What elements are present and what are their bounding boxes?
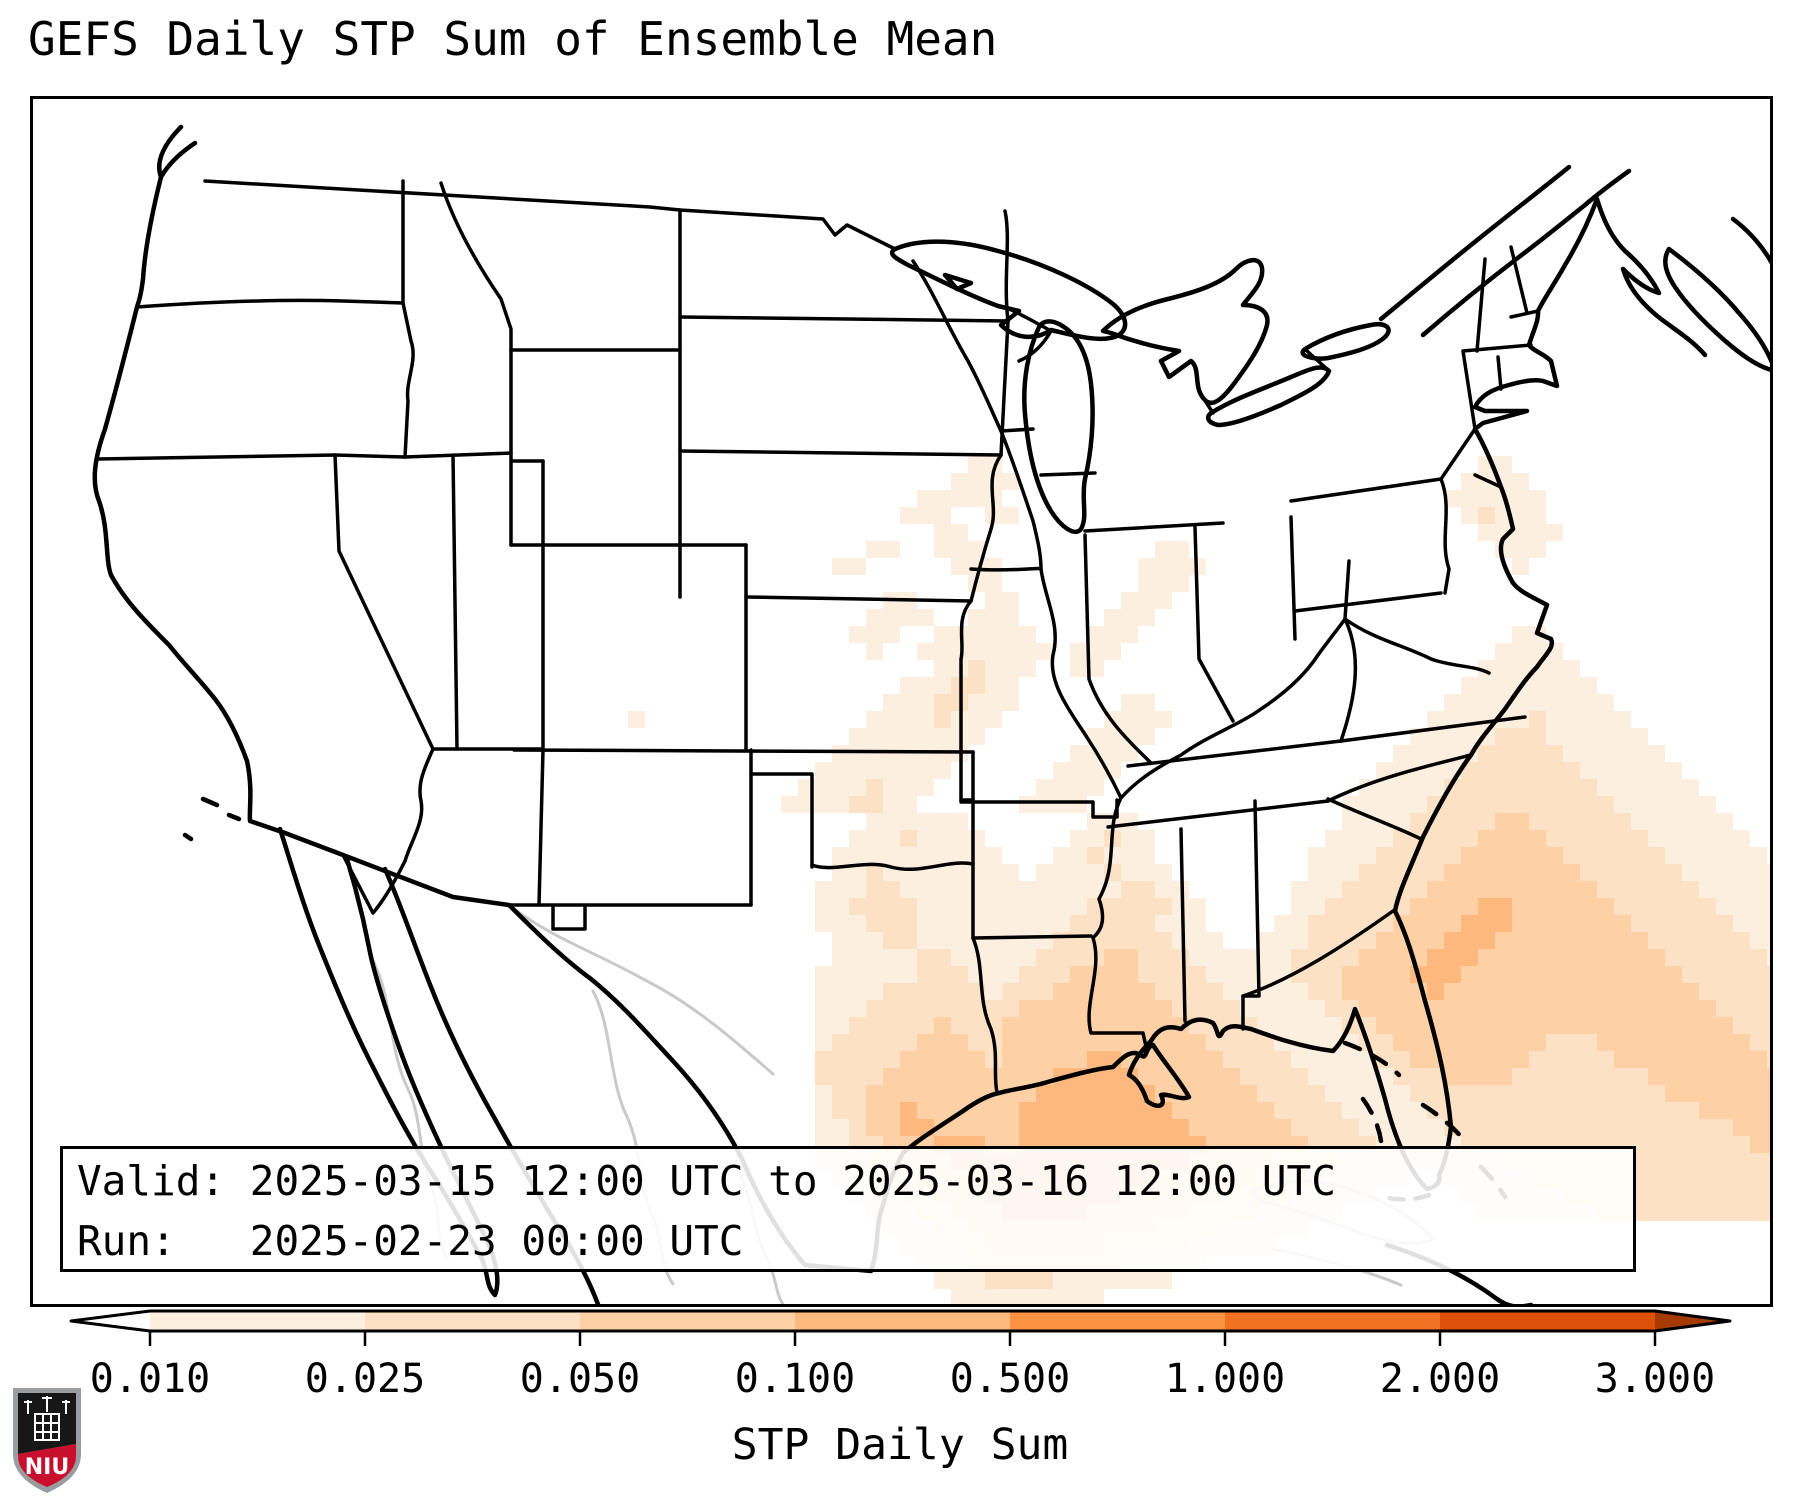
niu-castle-icon: [24, 1396, 70, 1441]
colorbar-ticks: [148, 1331, 1657, 1346]
colorbar-tick-label: 2.000: [1380, 1356, 1500, 1402]
colorbar-tick-label: 1.000: [1165, 1356, 1285, 1402]
valid-run-info-box: Valid: 2025-03-15 12:00 UTC to 2025-03-1…: [60, 1146, 1636, 1272]
colorbar: 0.010 0.025 0.050 0.100 0.500 1.000 2.000 3.000: [69, 1309, 1732, 1402]
colorbar-tick-label: 0.010: [90, 1356, 210, 1402]
figure-title: GEFS Daily STP Sum of Ensemble Mean: [28, 12, 998, 66]
colorbar-segments: [71, 1311, 1730, 1331]
valid-line: Valid: 2025-03-15 12:00 UTC to 2025-03-1…: [77, 1157, 1336, 1205]
colorbar-tick-label: 0.100: [735, 1356, 855, 1402]
state-boundaries: [95, 179, 1540, 1094]
run-line: Run: 2025-02-23 00:00 UTC: [77, 1217, 744, 1265]
niu-logo: NIU: [13, 1388, 81, 1493]
niu-shield-red-banner: [18, 1444, 76, 1487]
map-frame: [30, 96, 1773, 1307]
conus-map: [92, 124, 1770, 1304]
colorbar-tick-label: 3.000: [1595, 1356, 1715, 1402]
niu-logo-text: NIU: [25, 1455, 69, 1480]
colorbar-axis-label: STP Daily Sum: [731, 1420, 1069, 1470]
colorbar-tick-labels: 0.010 0.025 0.050 0.100 0.500 1.000 2.000 3.000: [90, 1356, 1715, 1402]
colorbar-tick-label: 0.025: [305, 1356, 425, 1402]
colorbar-tick-label: 0.500: [950, 1356, 1070, 1402]
colorbar-tick-label: 0.050: [520, 1356, 640, 1402]
